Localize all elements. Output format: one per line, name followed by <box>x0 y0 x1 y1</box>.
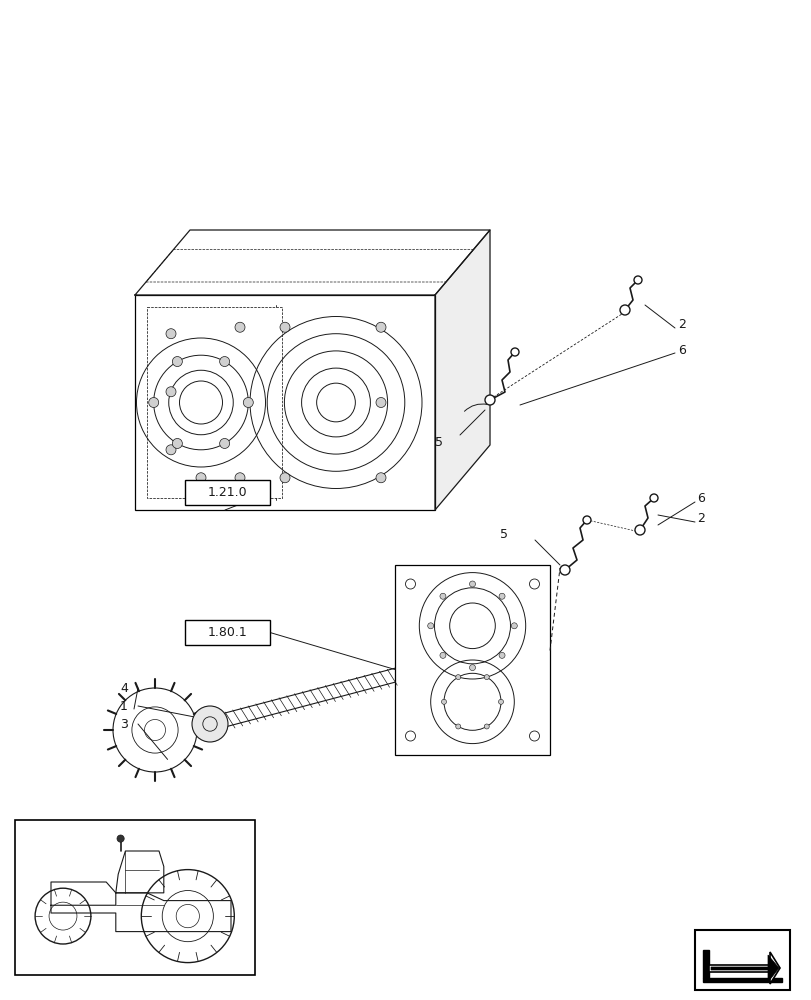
Circle shape <box>234 322 245 332</box>
Circle shape <box>427 623 433 629</box>
Text: 5: 5 <box>500 528 508 542</box>
Bar <box>15 820 255 975</box>
Bar <box>135 295 435 510</box>
Circle shape <box>455 675 460 680</box>
Circle shape <box>582 516 590 524</box>
Circle shape <box>499 652 504 658</box>
Text: 4: 4 <box>120 682 127 694</box>
Circle shape <box>172 438 182 448</box>
Circle shape <box>469 581 475 587</box>
Circle shape <box>280 473 290 483</box>
Circle shape <box>165 445 176 455</box>
Circle shape <box>148 397 158 408</box>
Bar <box>185 620 270 645</box>
Circle shape <box>483 724 489 729</box>
Circle shape <box>483 675 489 680</box>
Bar <box>394 565 549 755</box>
Circle shape <box>375 322 385 332</box>
Circle shape <box>649 494 657 502</box>
Circle shape <box>440 593 445 599</box>
Bar <box>694 930 789 990</box>
Circle shape <box>620 305 629 315</box>
Text: 1.80.1: 1.80.1 <box>208 626 247 639</box>
Circle shape <box>633 276 642 284</box>
Circle shape <box>469 665 475 671</box>
Circle shape <box>191 706 228 742</box>
Polygon shape <box>710 955 778 982</box>
Circle shape <box>455 724 460 729</box>
Circle shape <box>243 397 253 408</box>
Text: 1: 1 <box>120 700 127 712</box>
Circle shape <box>195 473 206 483</box>
Circle shape <box>280 322 290 332</box>
Polygon shape <box>702 950 708 978</box>
Circle shape <box>375 397 385 408</box>
Circle shape <box>220 438 230 448</box>
Polygon shape <box>708 952 779 984</box>
Circle shape <box>499 593 504 599</box>
Polygon shape <box>135 230 489 295</box>
Circle shape <box>441 699 446 704</box>
Polygon shape <box>702 978 781 982</box>
Text: 2: 2 <box>677 318 685 332</box>
Circle shape <box>510 348 518 356</box>
Text: 5: 5 <box>435 436 443 450</box>
Circle shape <box>484 395 495 405</box>
Text: 3: 3 <box>120 718 127 730</box>
Circle shape <box>165 387 176 397</box>
Polygon shape <box>435 230 489 510</box>
Circle shape <box>375 473 385 483</box>
Circle shape <box>498 699 503 704</box>
Text: 2: 2 <box>696 512 704 526</box>
Circle shape <box>172 357 182 367</box>
Circle shape <box>634 525 644 535</box>
Text: 6: 6 <box>696 492 704 506</box>
Circle shape <box>511 623 517 629</box>
Text: 1.21.0: 1.21.0 <box>208 486 247 499</box>
Circle shape <box>117 835 124 842</box>
Circle shape <box>220 357 230 367</box>
Bar <box>147 307 281 498</box>
Circle shape <box>165 329 176 339</box>
Bar <box>185 480 270 505</box>
Circle shape <box>560 565 569 575</box>
Circle shape <box>234 473 245 483</box>
Text: 6: 6 <box>677 344 685 357</box>
Circle shape <box>440 652 445 658</box>
